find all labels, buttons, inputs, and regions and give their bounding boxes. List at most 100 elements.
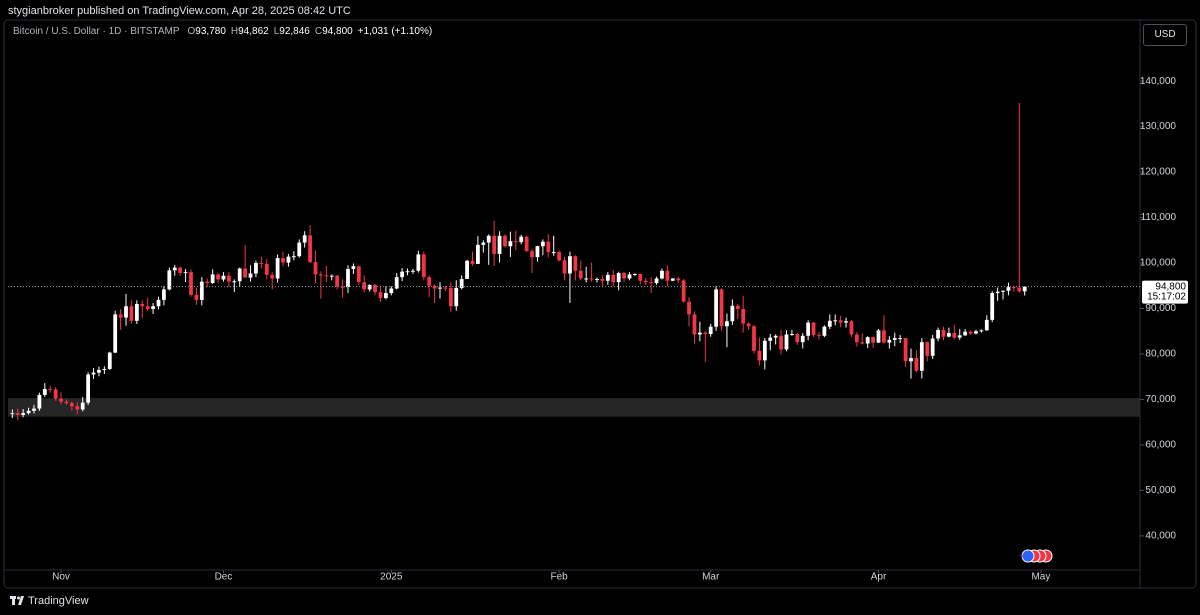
- ohlc-value: 92,846: [279, 26, 310, 37]
- event-icons: +: [1019, 549, 1053, 563]
- candle-body: [486, 235, 491, 243]
- change: +1,031 (+1.10%): [357, 26, 433, 37]
- candle-body: [1006, 287, 1011, 291]
- ohlc-key: C: [314, 26, 323, 37]
- x-tick-label: May: [1031, 572, 1050, 583]
- candle-body: [470, 260, 475, 264]
- candle-body: [497, 235, 502, 254]
- candle-body: [64, 401, 69, 404]
- candle-body: [968, 331, 973, 334]
- candle-body: [941, 329, 946, 337]
- candle-body: [319, 274, 323, 276]
- candle-body: [546, 241, 551, 253]
- candle-body: [600, 278, 605, 281]
- candle-body: [59, 398, 63, 402]
- candle-body: [308, 235, 312, 263]
- ohlc-value: 94,800: [322, 26, 353, 37]
- candle-body: [216, 274, 220, 280]
- candle-body: [210, 274, 215, 284]
- candle-body: [865, 337, 870, 344]
- x-tick-label: Nov: [52, 572, 70, 583]
- candle-body: [762, 340, 767, 361]
- candle-body: [687, 301, 691, 315]
- candle-body: [254, 263, 258, 274]
- candle-body: [454, 288, 459, 307]
- candle-body: [69, 403, 74, 407]
- candle-body: [259, 263, 264, 265]
- candle-body: [860, 342, 865, 344]
- candle-body: [243, 268, 248, 278]
- candle-body: [102, 368, 107, 370]
- candle-body: [151, 306, 155, 309]
- candle-body: [226, 275, 231, 282]
- candle-body: [476, 244, 480, 264]
- candle-body: [795, 333, 800, 343]
- candle-body: [746, 323, 751, 327]
- candle-body: [670, 278, 675, 281]
- candle-body: [264, 263, 269, 275]
- candle-body: [627, 274, 632, 279]
- candle-body: [291, 256, 296, 258]
- candle-body: [199, 281, 204, 300]
- candle-body: [10, 413, 15, 415]
- candle-body: [589, 278, 594, 280]
- candle-body: [540, 241, 545, 247]
- candle-body: [124, 306, 128, 318]
- candle-body: [324, 275, 329, 277]
- candle-body: [21, 413, 26, 415]
- candle-body: [833, 320, 838, 322]
- currency-button[interactable]: USD: [1143, 24, 1187, 46]
- candle-body: [367, 284, 372, 290]
- y-tick-label: 80,000: [1145, 349, 1176, 360]
- candle-body: [741, 308, 746, 324]
- candle-body: [297, 242, 302, 257]
- candle-body: [172, 267, 177, 271]
- y-tick-label: 70,000: [1145, 394, 1176, 405]
- candle-body: [275, 258, 280, 279]
- candle-body: [768, 337, 773, 341]
- candle-body: [48, 389, 53, 391]
- candle-body: [616, 273, 621, 283]
- candle-body: [232, 281, 237, 283]
- candle-body: [752, 326, 756, 351]
- candle-body: [790, 333, 794, 335]
- price-label-box: [1142, 280, 1188, 304]
- candle-body: [568, 256, 572, 274]
- candle-body: [806, 322, 811, 336]
- candle-body: [882, 330, 886, 343]
- candle-body: [979, 330, 984, 332]
- plus-icon: +: [1019, 552, 1025, 563]
- y-tick-label: 40,000: [1145, 531, 1176, 542]
- candle-body: [876, 330, 881, 343]
- candle-body: [32, 408, 36, 411]
- candle-body: [892, 338, 897, 340]
- candle-body: [492, 235, 497, 254]
- y-tick-label: 60,000: [1145, 440, 1176, 451]
- candle-body: [530, 251, 534, 258]
- candle-body: [974, 331, 978, 334]
- candle-body: [346, 268, 350, 288]
- candle-body: [898, 338, 903, 340]
- candle-body: [162, 289, 166, 300]
- candle-body: [914, 358, 919, 371]
- candle-body: [394, 277, 399, 289]
- candle-body: [1022, 286, 1027, 292]
- candle-body: [178, 267, 183, 274]
- candle-body: [557, 252, 562, 261]
- candle-body: [286, 256, 291, 263]
- candle-body: [80, 402, 85, 410]
- candle-body: [183, 272, 188, 274]
- y-tick-label: 90,000: [1145, 303, 1176, 314]
- candle-body: [936, 329, 940, 339]
- y-tick-label: 50,000: [1145, 485, 1176, 496]
- plot: [8, 102, 1140, 420]
- candle-body: [822, 326, 827, 336]
- x-tick-label: Mar: [702, 572, 720, 583]
- candle-body: [383, 293, 388, 299]
- ohlc-key: O: [187, 26, 196, 37]
- y-tick-label: 110,000: [1141, 212, 1177, 223]
- chart-frame: [3, 19, 1197, 589]
- candle-body: [389, 288, 394, 294]
- legend: Bitcoin / U.S. Dollar · 1D · BITSTAMP O93…: [13, 26, 437, 37]
- candle-body: [660, 270, 664, 279]
